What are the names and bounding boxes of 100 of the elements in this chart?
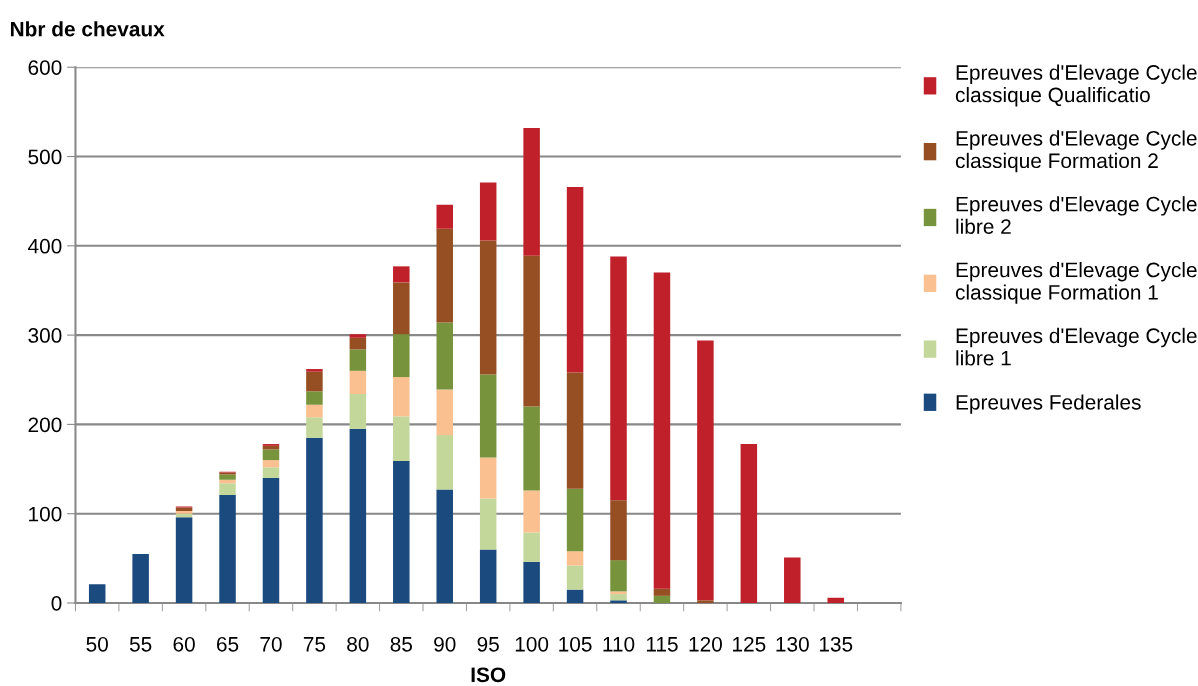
y-tick-label: 0: [51, 596, 62, 611]
x-tick-label: 75: [303, 637, 326, 652]
bar: [349, 370, 367, 395]
legend-label: Epreuves d'Elevage Cycle classique Formation 1: [955, 262, 1197, 304]
y-tick-label: 600: [28, 60, 62, 75]
bar: [610, 500, 627, 561]
bar: [566, 372, 584, 489]
bar: [306, 417, 323, 438]
bar: [436, 389, 453, 436]
x-tick-label: 65: [217, 636, 239, 652]
bar: [262, 449, 280, 461]
bar: [740, 444, 758, 603]
bar: [436, 435, 453, 490]
bar: [349, 337, 367, 350]
legend-label: Epreuves d'Elevage Cycle libre 1: [956, 327, 1197, 366]
x-tick-label: 135: [819, 636, 853, 652]
bar: [479, 498, 497, 550]
bar: [393, 266, 410, 283]
bar: [393, 416, 410, 462]
y-tick-label: 100: [29, 506, 62, 522]
bar: [349, 349, 367, 371]
x-tick-label: 105: [559, 636, 592, 652]
bar: [175, 517, 193, 603]
bar: [306, 404, 323, 418]
bar: [697, 600, 714, 603]
legend-label: Epreuves d'Elevage Cycle classique Qualificatio: [955, 64, 1197, 107]
bar: [566, 488, 584, 552]
y-tick-label: 400: [28, 238, 62, 254]
bar: [610, 560, 627, 592]
bar: [436, 204, 453, 229]
x-tick-label: 85: [390, 636, 413, 652]
bar: [132, 553, 149, 603]
bar: [219, 483, 236, 495]
bar: [306, 391, 323, 405]
y-axis-title: Nbr de chevaux: [10, 21, 165, 37]
x-tick-label: 60: [173, 636, 195, 652]
bar: [523, 406, 540, 491]
bar: [393, 377, 410, 417]
x-tick-label: 50: [86, 636, 108, 652]
bar: [479, 240, 497, 375]
bar: [566, 551, 584, 566]
x-tick-label: 130: [776, 636, 809, 652]
legend-label: Epreuves Federales: [956, 394, 1141, 414]
bar: [610, 594, 627, 601]
bar: [262, 460, 280, 468]
x-tick-label: 90: [434, 636, 456, 652]
bar: [653, 272, 671, 589]
bar: [697, 340, 714, 601]
x-tick-label: 125: [733, 636, 766, 652]
x-tick-label: 55: [129, 637, 152, 652]
legend-label: Epreuves d'Elevage Cycle libre 2: [956, 196, 1197, 234]
bar: [566, 186, 584, 373]
bar: [479, 182, 497, 241]
bar: [219, 494, 236, 603]
bar: [523, 532, 540, 562]
x-tick-label: 120: [689, 636, 722, 652]
bar: [523, 127, 540, 256]
bar: [479, 457, 497, 499]
bar: [523, 490, 540, 533]
bar: [393, 282, 410, 335]
bar: [393, 334, 410, 378]
y-tick-label: 500: [28, 149, 62, 165]
bar: [262, 477, 280, 603]
bar: [479, 549, 497, 603]
x-tick-label: 115: [646, 637, 678, 652]
bar: [566, 589, 584, 603]
bar: [523, 255, 540, 407]
bar: [523, 561, 540, 603]
x-axis-title: ISO: [471, 667, 506, 683]
y-tick-label: 200: [28, 417, 62, 433]
bar: [610, 600, 627, 603]
x-tick-label: 80: [347, 636, 369, 652]
bar: [306, 371, 323, 392]
bar: [827, 597, 844, 603]
bar: [306, 437, 323, 603]
x-tick-label: 70: [260, 636, 282, 652]
bar: [349, 334, 367, 338]
bar: [610, 256, 627, 501]
bar: [306, 369, 323, 372]
bar: [219, 474, 236, 480]
bar: [349, 428, 367, 603]
bar: [175, 507, 193, 512]
bar: [566, 565, 584, 590]
x-tick-label: 100: [515, 636, 549, 652]
bar: [175, 511, 193, 514]
bar: [436, 489, 453, 603]
bar: [653, 588, 671, 596]
bar: [436, 228, 453, 323]
bar: [393, 461, 410, 603]
bar: [784, 557, 801, 603]
bar: [610, 591, 627, 595]
bar: [436, 322, 453, 390]
x-tick-label: 110: [603, 636, 635, 652]
legend-label: Epreuves d'Elevage Cycle classique Formation 2: [955, 130, 1197, 173]
bar: [653, 595, 671, 603]
bar: [479, 374, 497, 458]
y-tick-label: 300: [28, 328, 62, 343]
bar: [349, 394, 367, 429]
bar: [88, 584, 106, 603]
x-tick-label: 95: [477, 636, 499, 652]
